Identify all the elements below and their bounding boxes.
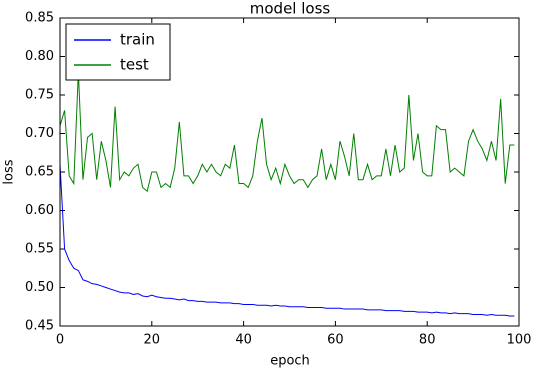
x-tick-label: 80	[419, 333, 436, 348]
x-tick-label: 0	[56, 333, 64, 348]
line-series	[59, 71, 515, 193]
y-tick-label: 0.65	[25, 165, 54, 180]
x-tick-label: 40	[235, 333, 252, 348]
chart-title: model loss	[250, 0, 331, 18]
y-tick-label: 0.55	[25, 242, 54, 257]
x-tick-label: 60	[327, 333, 344, 348]
y-tick-label: 0.50	[25, 280, 54, 295]
y-tick-label: 0.70	[25, 126, 54, 141]
x-tick-label: 100	[507, 333, 532, 348]
legend-box	[65, 23, 171, 81]
y-tick-label: 0.45	[25, 319, 54, 334]
plot-frame	[59, 17, 520, 327]
y-tick-label: 0.60	[25, 203, 54, 218]
legend-label: train	[120, 31, 155, 49]
line-series	[59, 164, 515, 317]
y-axis-label: loss	[2, 159, 17, 184]
legend-label: test	[120, 56, 149, 74]
y-tick-label: 0.85	[25, 11, 54, 26]
y-tick-label: 0.80	[25, 49, 54, 64]
x-tick-label: 20	[144, 333, 161, 348]
y-tick-label: 0.75	[25, 88, 54, 103]
x-axis-label: epoch	[270, 354, 310, 369]
